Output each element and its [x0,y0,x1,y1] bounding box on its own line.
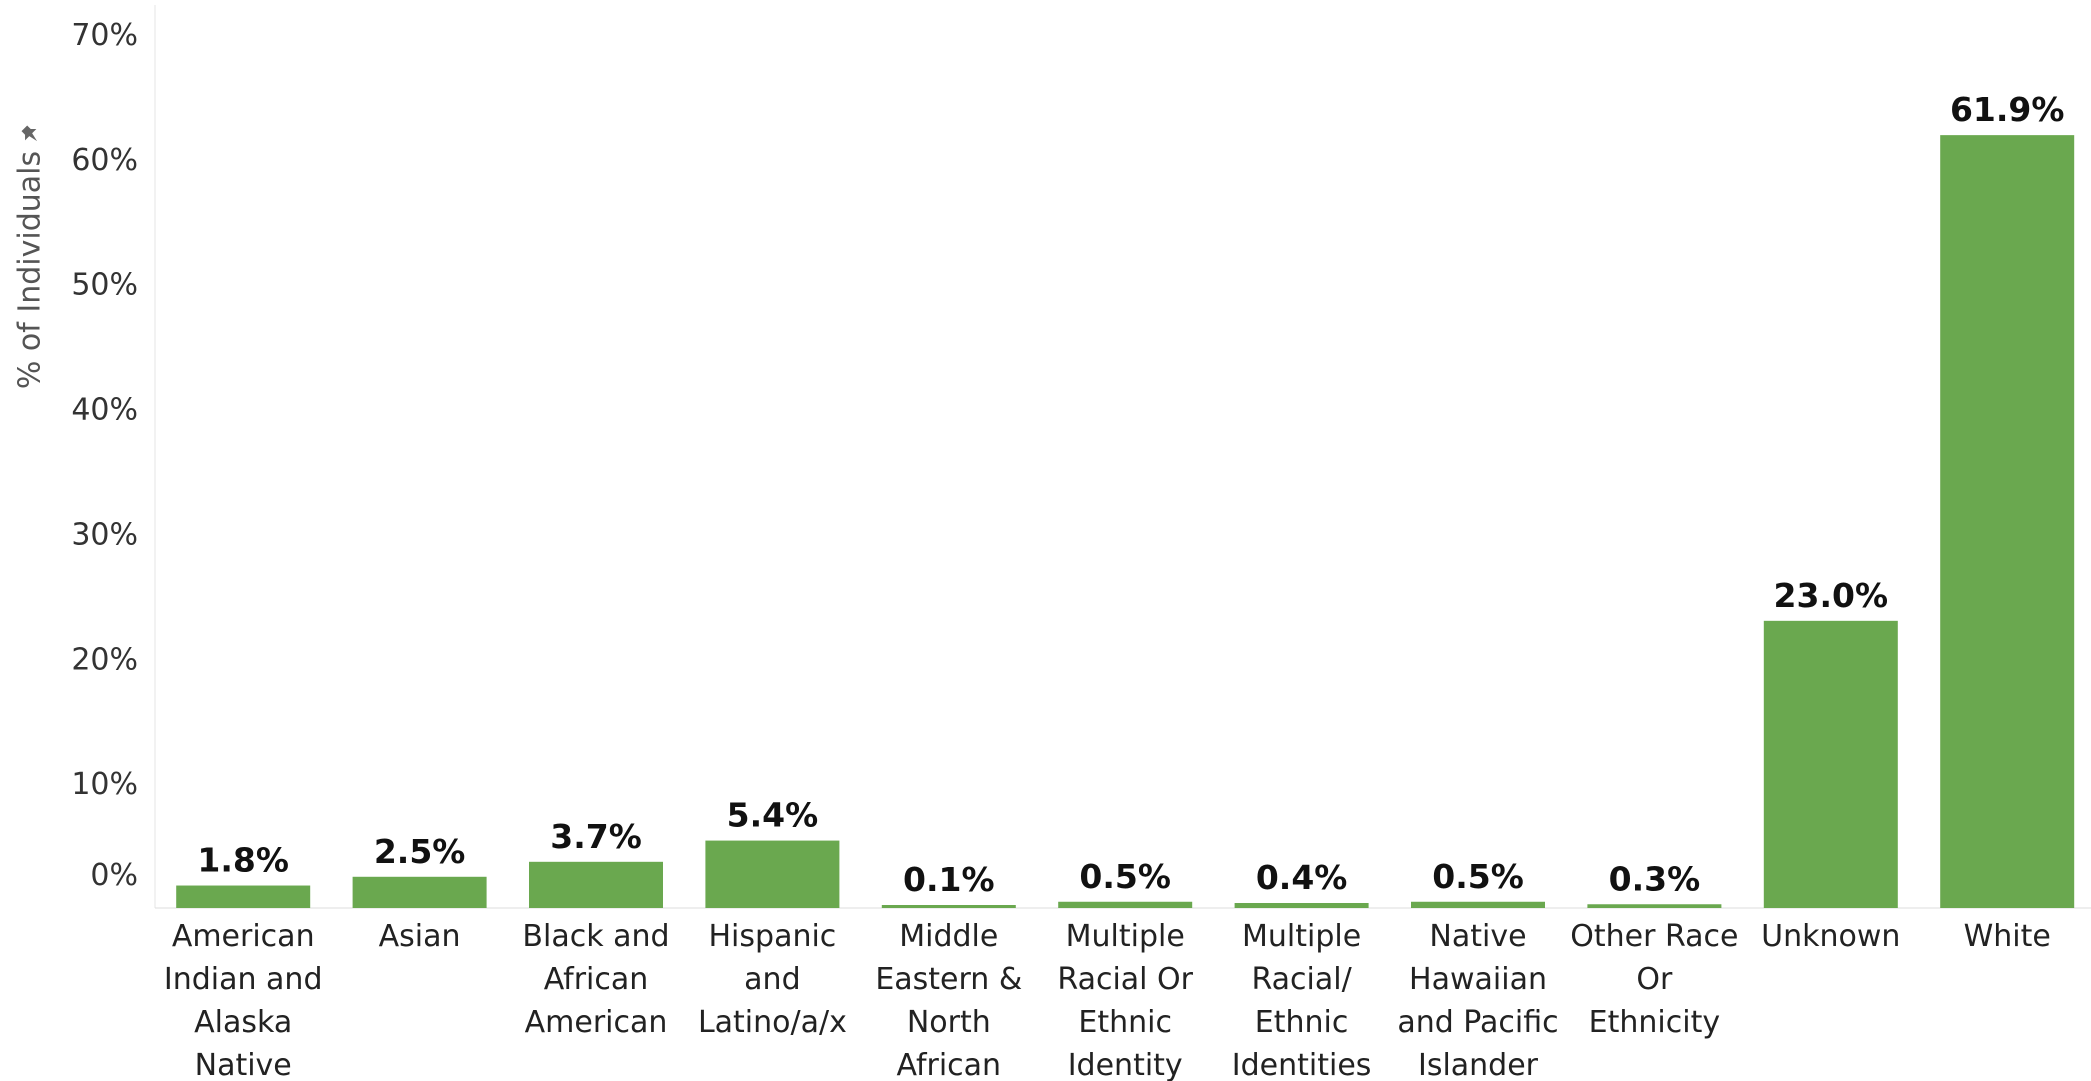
data-label: 0.5% [1079,857,1171,896]
category-label-line: White [1964,919,2051,954]
data-label: 5.4% [727,796,819,835]
bar[interactable] [1940,135,2075,909]
y-tick-label: 20% [71,642,138,677]
category-label-line: North [907,1005,991,1040]
y-tick-label: 0% [90,858,138,893]
bar[interactable] [881,905,1016,908]
category-label-line: Unknown [1761,919,1900,954]
category-label-line: Native [1429,919,1526,954]
category-label-line: Islander [1418,1048,1539,1081]
category-label-line: Multiple [1066,919,1185,954]
category-label-line: Eastern & [875,962,1022,997]
y-axis-title: % of Individuals [13,125,48,389]
category-label-line: Other Race [1570,919,1738,954]
data-label: 23.0% [1774,576,1889,615]
category-label-line: Racial Or [1057,962,1193,997]
category-label-line: and [744,962,800,997]
category-label: Asian [379,919,461,954]
category-label-line: Middle [899,919,998,954]
bar[interactable] [1411,901,1545,908]
data-label: 2.5% [374,832,466,871]
bar[interactable] [1763,620,1898,908]
category-label: Hispanic and Latino/a/x [698,919,847,1040]
category-label-line: Black and [522,919,669,954]
category-label-line: Or [1636,962,1673,997]
y-axis-ticks: 0% 10% 20% 30% 40% 50% 60% 70% [71,18,138,893]
category-label-line: Latino/a/x [698,1005,847,1040]
category-labels: American Indian and Alaska Native Asian Black… [164,919,2051,1081]
category-label: Middle Eastern & North African [875,919,1022,1081]
y-tick-label: 70% [71,18,138,53]
data-labels: 1.8% 2.5% 3.7% 5.4% 0.1% 0.5% 0.4% 0.5% 0.3% 23.0… [197,90,2064,899]
category-label: Native Hawaiian and Pacific Islander [1397,919,1558,1081]
bar[interactable] [529,861,663,908]
category-label-line: Hawaiian [1409,962,1547,997]
data-label: 0.3% [1609,859,1701,898]
category-label-line: American [172,919,315,954]
bar[interactable] [1058,901,1193,908]
category-label-line: Hispanic [709,919,837,954]
category-label: Other Race Or Ethnicity [1570,919,1738,1040]
pin-icon [21,125,38,142]
category-label: Black and African American [522,919,669,1040]
category-label-line: Native [195,1048,292,1081]
category-label-line: Indian and [164,962,323,997]
bar[interactable] [1587,904,1722,908]
y-tick-label: 10% [71,767,138,802]
category-label: White [1964,919,2051,954]
y-tick-label: 30% [71,517,138,552]
category-label: Multiple Racial Or Ethnic Identity [1057,919,1193,1081]
bar[interactable] [176,885,311,908]
category-label-line: Asian [379,919,461,954]
category-label-line: Ethnic [1078,1005,1172,1040]
bars [176,135,2075,909]
bar[interactable] [1234,903,1369,908]
category-label-line: American [525,1005,668,1040]
category-label-line: Identities [1232,1048,1372,1081]
category-label-line: and Pacific [1397,1005,1558,1040]
bar[interactable] [705,840,840,908]
y-tick-label: 50% [71,268,138,303]
category-label-line: African [897,1048,1002,1081]
category-label-line: African [544,962,649,997]
category-label-line: Ethnicity [1589,1005,1720,1040]
data-label: 0.4% [1256,858,1348,897]
category-label: Multiple Racial/Ethnic Identities [1232,919,1372,1081]
category-label-line: Identity [1068,1048,1183,1081]
data-label: 0.1% [903,860,995,899]
category-label: Unknown [1761,919,1900,954]
data-label: 3.7% [550,817,642,856]
y-tick-label: 60% [71,143,138,178]
category-label-line: Multiple [1242,919,1361,954]
category-label: American Indian and Alaska Native [164,919,323,1081]
category-label-line: Alaska [194,1005,292,1040]
data-label: 61.9% [1950,90,2065,129]
data-label: 0.5% [1432,857,1524,896]
y-tick-label: 40% [71,393,138,428]
category-label-line: Racial/ [1251,962,1352,997]
category-label-line: Ethnic [1255,1005,1349,1040]
data-label: 1.8% [197,841,289,880]
bar[interactable] [352,876,487,908]
y-axis-label: % of Individuals [13,151,48,389]
